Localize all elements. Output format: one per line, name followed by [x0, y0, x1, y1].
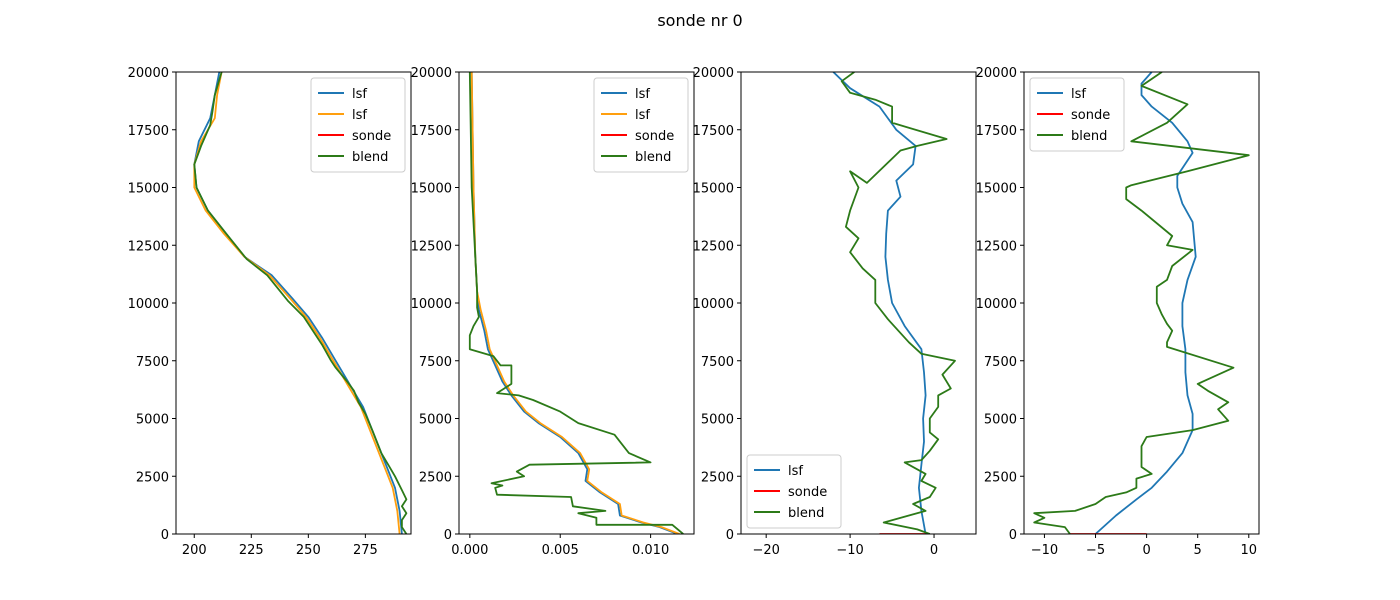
legend-box: [1029, 77, 1125, 152]
x-tick-label: 225: [239, 543, 264, 558]
y-tick-label: 0: [444, 528, 452, 543]
y-tick-label: 15000: [128, 182, 169, 197]
legend: lsf lsf sonde blend: [310, 77, 406, 173]
legend-label: blend: [788, 506, 824, 521]
y-tick-label: 7500: [984, 355, 1017, 370]
legend-label: sonde: [352, 129, 391, 144]
y-tick-label: 10000: [976, 297, 1017, 312]
legend-label: lsf: [635, 108, 650, 123]
legend-label: blend: [635, 150, 671, 165]
series-line-lsf-2: [470, 72, 680, 534]
y-tick-label: 7500: [701, 355, 734, 370]
x-tick-label: 0: [930, 543, 938, 558]
y-tick-label: 15000: [976, 182, 1017, 197]
legend-label: sonde: [1071, 108, 1110, 123]
y-tick-label: 2500: [984, 470, 1017, 485]
series-line-blend-3: [1033, 72, 1250, 534]
legend-box: [310, 77, 406, 173]
x-tick-label: 0: [1142, 543, 1150, 558]
y-tick-label: 0: [1009, 528, 1017, 543]
y-tick-label: 2500: [419, 470, 452, 485]
y-tick-label: 17500: [411, 124, 452, 139]
y-tick-label: 0: [726, 528, 734, 543]
legend: lsf lsf sonde blend: [593, 77, 689, 173]
y-tick-label: 5000: [419, 413, 452, 428]
series-line-blend-4: [193, 72, 408, 534]
y-tick-label: 12500: [976, 239, 1017, 254]
x-tick-label: 200: [182, 543, 207, 558]
legend-label: lsf: [635, 87, 650, 102]
x-tick-label: 250: [296, 543, 321, 558]
series-group: [1033, 72, 1250, 534]
y-tick-label: 10000: [128, 297, 169, 312]
y-tick-label: 12500: [411, 239, 452, 254]
y-tick-label: 5000: [136, 413, 169, 428]
y-tick-label: 7500: [419, 355, 452, 370]
y-tick-label: 20000: [411, 66, 452, 81]
x-tick-label: −10: [836, 543, 863, 558]
series-line-lsf-1: [1094, 72, 1197, 534]
y-tick-label: 12500: [693, 239, 734, 254]
series-line-lsf-2: [193, 72, 401, 534]
series-line-blend-3: [840, 72, 956, 534]
legend-label: blend: [352, 150, 388, 165]
y-tick-label: 20000: [128, 66, 169, 81]
y-tick-label: 2500: [701, 470, 734, 485]
x-tick-label: −10: [1031, 543, 1058, 558]
y-tick-label: 5000: [701, 413, 734, 428]
legend-label: lsf: [352, 87, 367, 102]
y-tick-label: 5000: [984, 413, 1017, 428]
y-tick-label: 17500: [128, 124, 169, 139]
legend-box: [746, 454, 842, 529]
series-group: [468, 72, 684, 534]
legend-label: sonde: [788, 485, 827, 500]
x-tick-label: 5: [1194, 543, 1202, 558]
legend: lsf sonde blend: [746, 454, 842, 529]
legend-label: blend: [1071, 129, 1107, 144]
series-group: [832, 72, 956, 534]
series-group: [193, 72, 408, 534]
series-line-lsf-1: [832, 72, 927, 534]
legend-label: sonde: [635, 129, 674, 144]
y-tick-label: 17500: [976, 124, 1017, 139]
y-tick-label: 10000: [411, 297, 452, 312]
y-tick-label: 17500: [693, 124, 734, 139]
x-tick-label: 0.000: [451, 543, 488, 558]
x-tick-label: 275: [353, 543, 378, 558]
legend-label: lsf: [788, 464, 803, 479]
x-tick-label: 0.005: [542, 543, 579, 558]
y-tick-label: 15000: [411, 182, 452, 197]
y-tick-label: 20000: [976, 66, 1017, 81]
x-tick-label: −20: [752, 543, 779, 558]
y-tick-label: 7500: [136, 355, 169, 370]
legend-box: [593, 77, 689, 173]
x-tick-label: 10: [1241, 543, 1258, 558]
y-tick-label: 0: [161, 528, 169, 543]
x-tick-label: −5: [1086, 543, 1105, 558]
y-tick-label: 20000: [693, 66, 734, 81]
y-tick-label: 10000: [693, 297, 734, 312]
panel-2: 0.000 0.005 0.010 0 2500 5000 7500 10000 12500 15…: [411, 66, 695, 558]
x-tick-label: 0.010: [632, 543, 669, 558]
figure-title: sonde nr 0: [657, 11, 742, 30]
y-tick-label: 15000: [693, 182, 734, 197]
series-line-blend-4: [468, 72, 684, 534]
y-tick-label: 12500: [128, 239, 169, 254]
panel-3: −20 −10 0 0 2500 5000 7500 10000 12500 15000 17500…: [693, 66, 977, 558]
panel-4: −10 −5 0 5 10 0 2500 5000 7500 10000 12500 15000 175…: [976, 66, 1260, 558]
legend-label: lsf: [352, 108, 367, 123]
legend-label: lsf: [1071, 87, 1086, 102]
y-tick-label: 2500: [136, 470, 169, 485]
legend: lsf sonde blend: [1029, 77, 1125, 152]
panel-1: 200 225 250 275 0 2500 5000 7500 10000 12500 15000…: [128, 66, 412, 558]
